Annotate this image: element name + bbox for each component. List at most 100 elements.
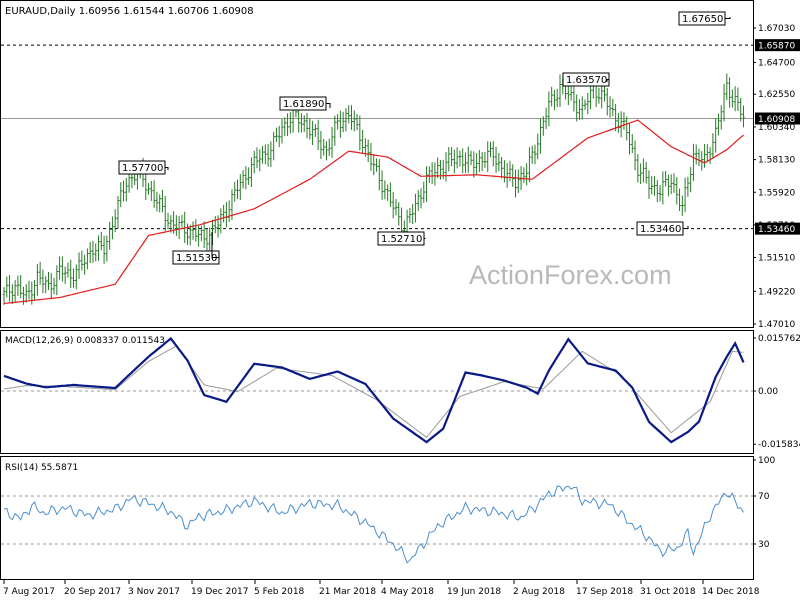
price-tick-label: 1.64700 — [758, 58, 795, 68]
ohlc-bar — [461, 148, 464, 174]
ohlc-bar — [397, 202, 401, 226]
ohlc-bar — [447, 147, 451, 172]
ohlc-bar — [150, 180, 153, 201]
ohlc-bar — [533, 144, 537, 165]
ohlc-bar — [553, 89, 556, 111]
ohlc-bar — [161, 189, 164, 213]
ohlc-bar — [38, 261, 42, 285]
ohlc-bar — [530, 145, 534, 164]
ohlc-bar — [628, 123, 631, 155]
ohlc-bar — [305, 112, 309, 139]
ohlc-bar — [233, 181, 237, 202]
level-tag-label: 1.60908 — [758, 115, 795, 125]
ohlc-bar — [152, 180, 156, 208]
swing-callout — [725, 17, 731, 19]
swing-label: 1.51530 — [172, 232, 220, 265]
ohlc-bar — [86, 248, 89, 270]
ohlc-bar — [352, 110, 356, 132]
swing-label-text: 1.57700 — [122, 163, 163, 174]
ohlc-bar — [408, 208, 412, 223]
rsi-line-path — [3, 485, 744, 564]
ohlc-bar — [675, 177, 679, 205]
swing-callout — [165, 167, 169, 170]
ohlc-bar — [100, 231, 103, 251]
ohlc-bar — [419, 188, 423, 209]
ohlc-bar — [605, 88, 609, 116]
ohlc-bar — [650, 176, 654, 195]
ohlc-bar — [478, 150, 481, 173]
ohlc-bar — [258, 149, 262, 172]
ohlc-bar — [205, 228, 209, 253]
ohlc-bar — [22, 286, 25, 305]
ohlc-bar — [653, 176, 656, 196]
ohlc-bar — [355, 114, 359, 131]
ohlc-bar — [742, 105, 745, 128]
ohlc-bar — [394, 199, 398, 216]
ohlc-bar — [358, 115, 362, 151]
rsi-tick-label: 100 — [758, 456, 775, 466]
swing-label-text: 1.67650 — [682, 14, 723, 25]
ohlc-bar — [714, 118, 717, 153]
ohlc-bar — [630, 134, 634, 154]
price-tick-label: 1.60340 — [758, 123, 795, 133]
price-tick-label: 1.49220 — [758, 287, 795, 297]
ohlc-bar — [375, 158, 378, 172]
swing-label: 1.52710 — [377, 231, 426, 246]
price-tick-label: 1.55920 — [758, 188, 795, 198]
price-tick-label: 1.62550 — [758, 90, 795, 100]
ohlc-bar — [450, 147, 453, 167]
x-tick-label: 21 Mar 2018 — [319, 587, 376, 597]
ohlc-bar — [683, 177, 687, 213]
ohlc-bar — [108, 221, 111, 250]
ohlc-bar — [188, 224, 192, 246]
ohlc-bar — [378, 159, 381, 191]
level-tag — [755, 112, 800, 125]
macd-y-axis: 0.015762 0.00 -0.015834 — [1, 334, 800, 450]
ohlc-bar — [325, 141, 328, 161]
swing-label-text: 1.52710 — [381, 234, 422, 245]
ohlc-bar — [611, 98, 615, 117]
ohlc-bar — [453, 149, 456, 174]
ohlc-bar — [542, 116, 545, 136]
swing-callout — [683, 226, 689, 229]
ohlc-bar — [725, 73, 729, 100]
ohlc-bar — [236, 179, 239, 200]
ohlc-bar — [422, 181, 426, 203]
ohlc-bar — [225, 202, 228, 228]
ohlc-bar — [300, 113, 303, 133]
ohlc-bar — [517, 169, 520, 194]
ohlc-bar — [113, 209, 117, 233]
ohlc-bar — [669, 174, 673, 195]
ohlc-bar — [661, 171, 665, 205]
ohlc-bar — [369, 143, 373, 171]
swing-label-text: 1.51530 — [176, 253, 217, 264]
ohlc-bar — [444, 152, 448, 182]
ohlc-bar — [664, 170, 667, 187]
ohlc-bar — [147, 183, 150, 195]
ohlc-bar — [505, 163, 509, 188]
watermark: ActionForex.com — [469, 260, 672, 290]
swing-callout — [606, 79, 609, 82]
ohlc-bar — [11, 284, 14, 305]
swing-label: 1.61890 — [279, 96, 331, 111]
ohlc-bar — [283, 117, 287, 137]
ohlc-bar — [614, 103, 617, 132]
ma-line — [3, 119, 744, 304]
ohlc-bar — [219, 208, 223, 234]
date-x-axis: 7 Aug 2017 20 Sep 2017 3 Nov 2017 19 Dec 20… — [3, 580, 760, 597]
ohlc-bar — [336, 113, 339, 130]
ohlc-bar — [91, 240, 95, 263]
ohlc-bar — [202, 221, 206, 249]
ohlc-bar — [497, 152, 501, 172]
ohlc-bar — [719, 105, 723, 130]
ohlc-bar — [558, 74, 562, 107]
ohlc-bar — [736, 87, 740, 112]
swing-label: 1.53460 — [636, 221, 689, 236]
ohlc-bar — [491, 141, 495, 167]
rsi-tick-label: 70 — [758, 492, 770, 502]
ohlc-bar — [119, 182, 123, 208]
level-tag-label: 1.53460 — [758, 225, 795, 235]
ohlc-bar — [88, 241, 92, 264]
macd-panel-frame — [0, 330, 754, 454]
ohlc-bar — [311, 120, 314, 145]
